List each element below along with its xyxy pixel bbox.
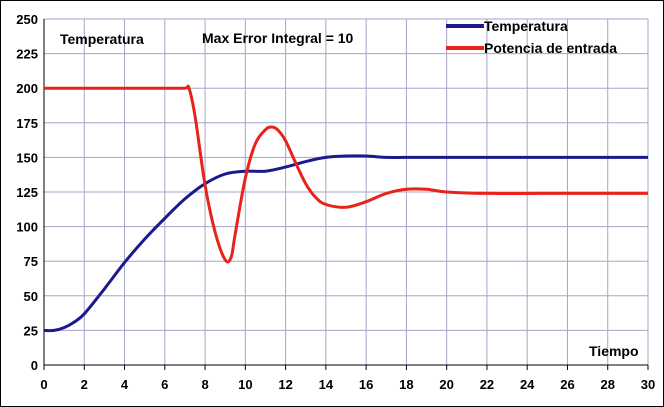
x-tick-label: 2 xyxy=(81,377,88,392)
series-line-potencia xyxy=(44,84,648,264)
series-lines xyxy=(43,84,648,333)
x-tick-label: 26 xyxy=(560,377,574,392)
y-tick-label: 250 xyxy=(16,12,38,27)
y-axis-label: Temperatura xyxy=(60,31,144,47)
legend-label-temperatura: Temperatura xyxy=(484,18,568,34)
x-tick-label: 28 xyxy=(600,377,614,392)
x-tick-label: 24 xyxy=(520,377,535,392)
legend-label-potencia: Potencia de entrada xyxy=(484,40,617,56)
y-tick-label: 175 xyxy=(16,116,38,131)
series-line-temperatura xyxy=(43,154,648,333)
x-tick-labels: 0 2 4 6 8 10 12 14 16 18 20 22 24 26 28 30 xyxy=(40,377,655,392)
y-tick-label: 225 xyxy=(16,47,38,62)
y-tick-label: 75 xyxy=(24,254,38,269)
x-tick-label: 6 xyxy=(161,377,168,392)
x-tick-label: 14 xyxy=(319,377,334,392)
y-tick-label: 150 xyxy=(16,150,38,165)
annotation: Max Error Integral = 10 xyxy=(202,30,354,46)
x-tick-label: 8 xyxy=(201,377,208,392)
legend: Temperatura Potencia de entrada xyxy=(446,18,617,56)
y-tick-label: 0 xyxy=(31,358,38,373)
x-tick-label: 22 xyxy=(480,377,494,392)
x-tick-label: 20 xyxy=(439,377,453,392)
y-tick-label: 200 xyxy=(16,81,38,96)
y-tick-label: 100 xyxy=(16,220,38,235)
x-tick-label: 10 xyxy=(238,377,252,392)
x-tick-label: 18 xyxy=(399,377,413,392)
x-axis-label: Tiempo xyxy=(589,343,639,359)
x-tick-label: 16 xyxy=(359,377,373,392)
y-tick-label: 50 xyxy=(24,289,38,304)
x-tick-label: 30 xyxy=(641,377,655,392)
x-tick-label: 12 xyxy=(278,377,292,392)
y-tick-labels: 0 25 50 75 100 125 150 175 200 225 250 xyxy=(16,12,38,373)
y-tick-label: 125 xyxy=(16,185,38,200)
x-tick-label: 0 xyxy=(40,377,47,392)
x-tick-label: 4 xyxy=(121,377,129,392)
axes xyxy=(43,19,649,370)
y-tick-label: 25 xyxy=(24,323,38,338)
